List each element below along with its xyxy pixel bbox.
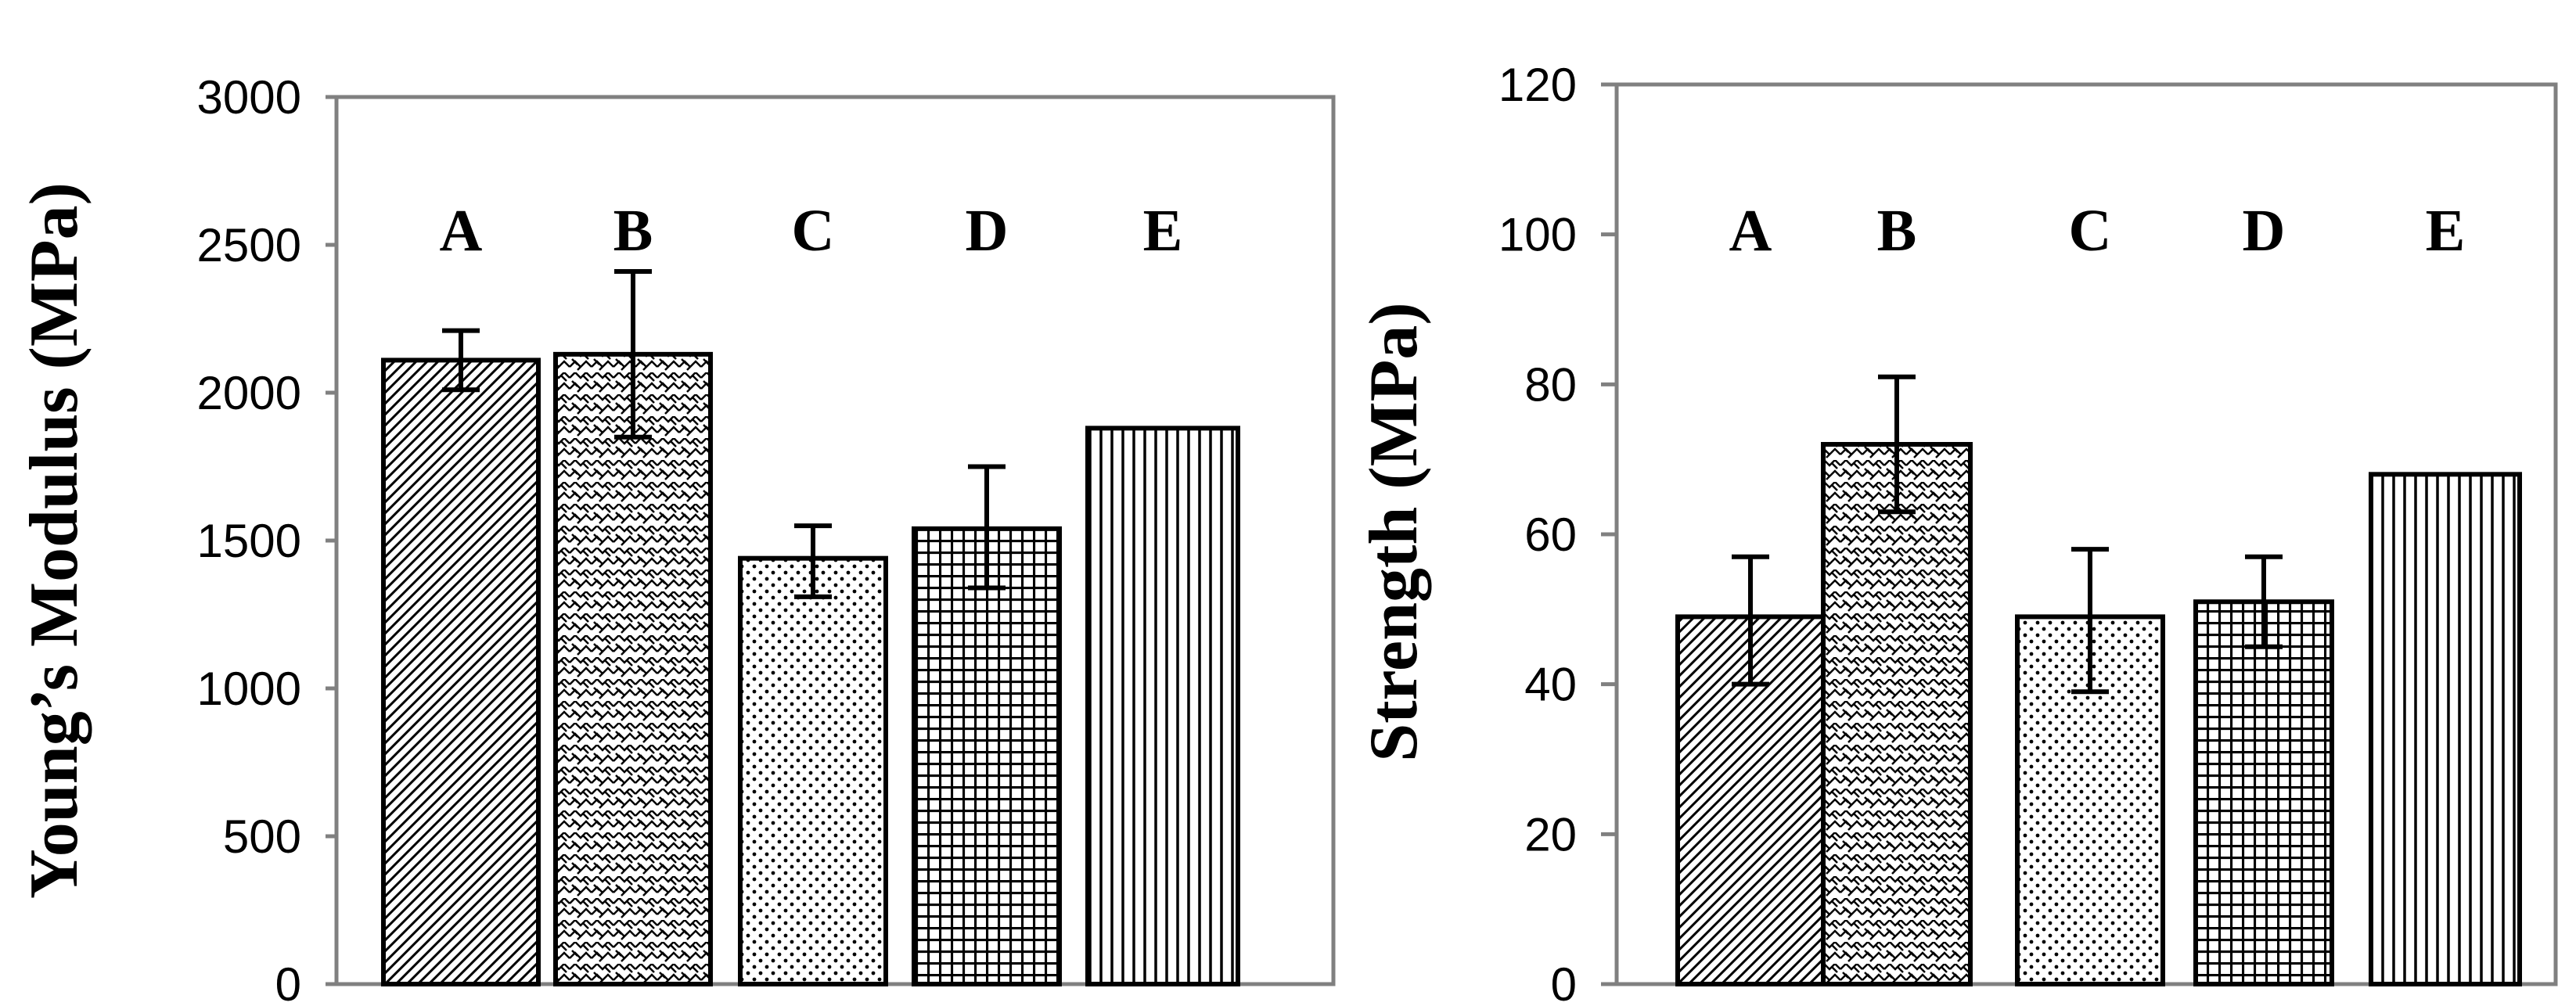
y-axis-label: Young’s Modulus (MPa) [16,182,92,899]
category-label: B [1877,198,1917,264]
category-labels: A B C D E [440,198,1183,264]
bars [1675,442,2522,987]
error-bar-b [1878,374,1916,515]
bar-c [2015,614,2165,987]
y-axis: 0 500 1000 1500 2000 2500 3000 [197,71,336,1006]
y-tick-label: 0 [1551,958,1577,1006]
category-label: A [1729,198,1772,264]
category-label: A [440,198,483,264]
y-tick-label: 1500 [197,515,301,567]
bar-d [912,526,1062,986]
error-bar-a [1732,554,1769,687]
category-label: C [2069,198,2112,264]
bar-a [381,357,541,987]
category-label: E [2426,198,2466,264]
bar-c [738,555,888,986]
error-bar-a [442,328,480,393]
category-label: E [1143,198,1183,264]
y-tick-label: 120 [1498,59,1577,111]
error-bars [1732,374,2283,695]
error-bar-d [2245,554,2283,649]
category-label: C [792,198,835,264]
error-bar-c [2071,547,2109,695]
error-bars [442,269,1006,599]
category-label: D [966,198,1009,264]
bars [381,351,1240,987]
y-tick-label: 20 [1524,808,1577,860]
y-axis: 0 20 40 60 80 100 120 [1498,59,1617,1006]
youngs-modulus-chart: 0 500 1000 1500 2000 2500 3000 A B C D E Young’s M… [16,71,1336,1006]
y-tick-label: 60 [1524,508,1577,561]
y-tick-label: 3000 [197,71,301,124]
y-tick-label: 100 [1498,209,1577,261]
error-bar-b [614,269,652,440]
bar-b [1821,442,1973,986]
bar-d [2193,599,2334,986]
y-tick-label: 500 [223,810,301,863]
y-tick-label: 2500 [197,219,301,271]
error-bar-d [968,464,1006,591]
y-axis-label: Strength (MPa) [1356,302,1432,761]
y-tick-label: 2000 [197,367,301,419]
category-label: B [613,198,653,264]
y-tick-label: 0 [275,958,301,1006]
strength-chart: 0 20 40 60 80 100 120 A B C D E Strength (MPa) [1356,59,2558,1006]
category-label: D [2243,198,2286,264]
y-tick-label: 1000 [197,663,301,715]
bar-e [2369,472,2522,986]
y-tick-label: 80 [1524,358,1577,411]
category-labels: A B C D E [1729,198,2466,264]
error-bar-c [794,523,832,599]
y-tick-label: 40 [1524,659,1577,711]
bar-e [1085,426,1240,986]
bar-b [553,351,713,986]
